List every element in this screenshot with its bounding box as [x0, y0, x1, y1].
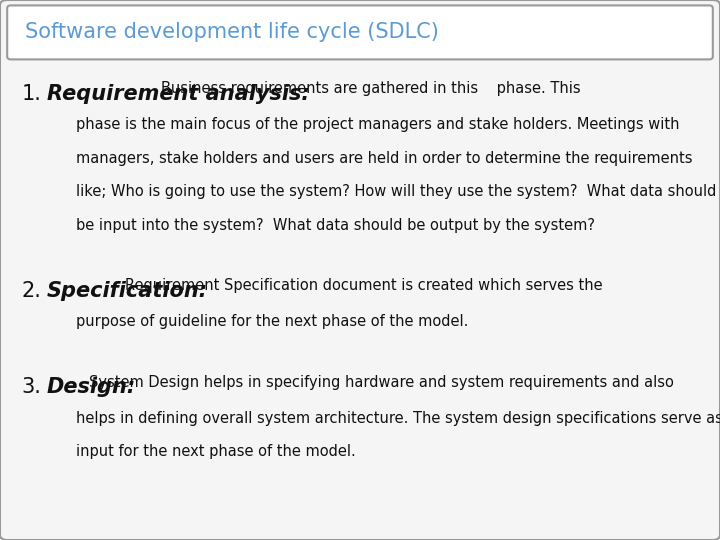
Text: Requirement Specification document is created which serves the: Requirement Specification document is cr… — [125, 278, 603, 293]
Text: purpose of guideline for the next phase of the model.: purpose of guideline for the next phase … — [76, 314, 468, 329]
Text: Business requirements are gathered in this    phase. This: Business requirements are gathered in th… — [161, 81, 581, 96]
Text: Specification:: Specification: — [47, 281, 208, 301]
Text: be input into the system?  What data should be output by the system?: be input into the system? What data shou… — [76, 218, 595, 233]
Text: like; Who is going to use the system? How will they use the system?  What data s: like; Who is going to use the system? Ho… — [76, 184, 716, 199]
Text: 3.: 3. — [22, 377, 42, 397]
Text: Requirement analysis:: Requirement analysis: — [47, 84, 310, 104]
FancyBboxPatch shape — [7, 5, 713, 59]
Text: Software development life cycle (SDLC): Software development life cycle (SDLC) — [25, 22, 439, 43]
Text: 1.: 1. — [22, 84, 42, 104]
Text: input for the next phase of the model.: input for the next phase of the model. — [76, 444, 356, 460]
Text: 2.: 2. — [22, 281, 42, 301]
Text: Design:: Design: — [47, 377, 136, 397]
Text: managers, stake holders and users are held in order to determine the requirement: managers, stake holders and users are he… — [76, 151, 692, 166]
Text: System Design helps in specifying hardware and system requirements and also: System Design helps in specifying hardwa… — [89, 375, 674, 390]
Text: phase is the main focus of the project managers and stake holders. Meetings with: phase is the main focus of the project m… — [76, 117, 679, 132]
Text: helps in defining overall system architecture. The system design specifications : helps in defining overall system archite… — [76, 411, 720, 426]
